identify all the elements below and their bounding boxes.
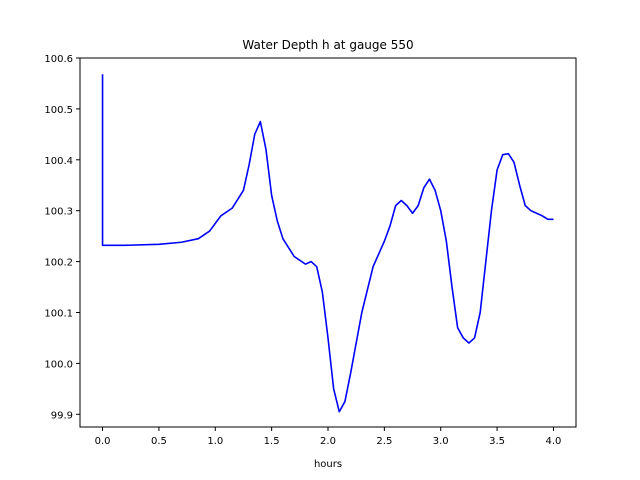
- x-tick-label: 3.5: [489, 436, 505, 447]
- series-line-0: [101, 74, 554, 413]
- x-axis: 0.0 0.5 1.0 1.5 2.0 2.5 3.0 3.5 4.0: [95, 427, 562, 447]
- y-tick-label: 99.9: [51, 410, 73, 421]
- x-tick-label: 2.0: [320, 436, 336, 447]
- chart-title: Water Depth h at gauge 550: [242, 38, 413, 52]
- x-axis-label: hours: [314, 459, 342, 470]
- y-tick-label: 100.1: [44, 308, 73, 319]
- y-tick-label: 100.6: [44, 54, 73, 65]
- x-tick-label: 0.5: [151, 436, 167, 447]
- y-tick-label: 100.0: [44, 359, 73, 370]
- y-tick-label: 100.4: [44, 156, 73, 167]
- x-tick-label: 1.0: [207, 436, 223, 447]
- x-tick-label: 1.5: [264, 436, 280, 447]
- y-axis: 99.9 100.0 100.1 100.2 100.3 100.4 100.5 100.6: [44, 54, 80, 421]
- x-tick-label: 0.0: [95, 436, 111, 447]
- plot-area: [101, 74, 554, 413]
- x-tick-label: 2.5: [376, 436, 392, 447]
- x-tick-label: 3.0: [433, 436, 449, 447]
- x-tick-label: 4.0: [546, 436, 562, 447]
- y-tick-label: 100.3: [44, 207, 73, 218]
- y-tick-label: 100.2: [44, 258, 73, 269]
- axes-frame: [79, 57, 577, 428]
- y-tick-label: 100.5: [44, 105, 73, 116]
